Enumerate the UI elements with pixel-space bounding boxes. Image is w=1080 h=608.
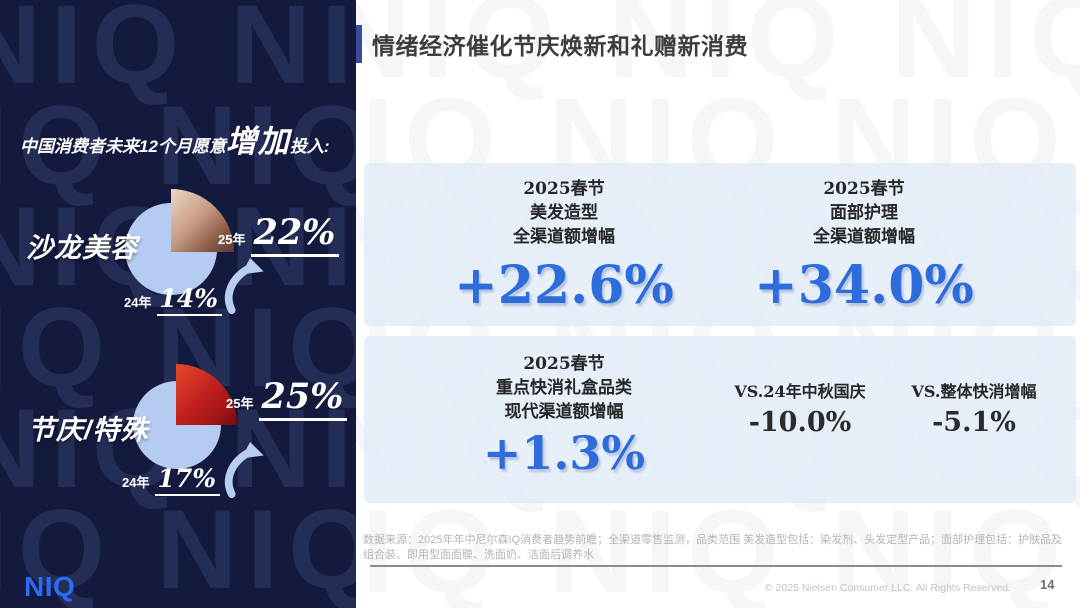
year-label: 24年 (124, 295, 152, 310)
growth-arrow-icon (224, 258, 264, 315)
title-accent-bar (356, 25, 362, 63)
headline-suffix: 投入: (289, 137, 330, 156)
metric-label-festival: 节庆/特殊 (28, 415, 149, 445)
stat-hair-styling: 2025春节 美发造型 全渠道额增幅 +22.6% (414, 177, 714, 316)
metric-label-salon: 沙龙美容 (26, 233, 138, 263)
stats-panel-top: 2025春节 美发造型 全渠道额增幅 +22.6% 2025春节 面部护理 全渠… (364, 163, 1076, 326)
stat-line: 美发造型 (530, 203, 598, 223)
spa-face-photo-wedge (171, 189, 234, 252)
stat-line: 2025春节 (523, 179, 605, 199)
red-envelopes-photo-wedge (176, 364, 237, 425)
salon-new-value-row: 25年 22% (218, 212, 340, 257)
festival-old-value-row: 24年 17% (122, 464, 221, 496)
stat-value: +22.6% (454, 255, 674, 316)
stat-vs-mid-autumn: VS.24年中秋国庆 -10.0% (700, 380, 900, 438)
data-source-footnote: 数据来源：2025年年中尼尔森IQ消费者趋势前瞻；全渠道零售监测，品类范围 美发… (363, 534, 1063, 561)
stat-value: +1.3% (482, 426, 646, 480)
sidebar: NIQ NIQ NIQ NIQ NIQ NIQ NIQ NIQ NIQ NIQ … (0, 0, 356, 608)
stat-line: 2025春节 (823, 179, 905, 199)
page-number: 14 (1040, 577, 1055, 592)
stat-line: 面部护理 (830, 203, 898, 223)
year-label: 24年 (122, 475, 150, 490)
stat-facial-care: 2025春节 面部护理 全渠道额增幅 +34.0% (714, 177, 1014, 316)
growth-arrow-icon (224, 442, 264, 499)
sidebar-headline: 中国消费者未来12个月愿意 增加 投入: (20, 116, 330, 161)
festival-new-value-row: 25年 25% (226, 376, 348, 421)
percent-value: 17% (155, 464, 221, 496)
stat-line: 全渠道额增幅 (513, 227, 615, 247)
stats-panel-bottom: 2025春节 重点快消礼盒品类 现代渠道额增幅 +1.3% VS.24年中秋国庆… (364, 336, 1076, 503)
stat-line: 现代渠道额增幅 (504, 402, 624, 422)
stat-vs-overall-fmcg: VS.整体快消增幅 -5.1% (874, 380, 1074, 438)
year-label: 25年 (226, 396, 254, 411)
stat-line: 重点快消礼盒品类 (496, 378, 632, 398)
stat-value: -5.1% (932, 407, 1016, 438)
niq-logo: NIQ (24, 571, 76, 602)
percent-value: 22% (251, 212, 340, 257)
stat-line: 全渠道额增幅 (813, 227, 915, 247)
stat-line: VS.24年中秋国庆 (734, 382, 866, 401)
stat-value: +34.0% (754, 255, 974, 316)
percent-value: 14% (157, 284, 223, 316)
salon-old-value-row: 24年 14% (124, 284, 223, 316)
stat-gift-box: 2025春节 重点快消礼盒品类 现代渠道额增幅 +1.3% (414, 352, 714, 480)
year-label: 25年 (218, 232, 246, 247)
main-content-area: NIQ NIQ NIQ NIQ NIQ NIQ NIQ NIQ NIQ NIQ … (356, 0, 1080, 608)
headline-emphasis: 增加 (225, 124, 290, 159)
footer-divider (370, 565, 1062, 567)
stat-value: -10.0% (748, 407, 852, 438)
copyright-text: © 2025 Nielsen Consumer LLC. All Rights … (765, 582, 1011, 594)
stat-line: VS.整体快消增幅 (911, 382, 1037, 401)
percent-value: 25% (259, 376, 348, 421)
page-title: 情绪经济催化节庆焕新和礼赠新消费 (372, 33, 748, 59)
headline-prefix: 中国消费者未来12个月愿意 (20, 137, 226, 156)
stat-line: 2025春节 (523, 354, 605, 374)
